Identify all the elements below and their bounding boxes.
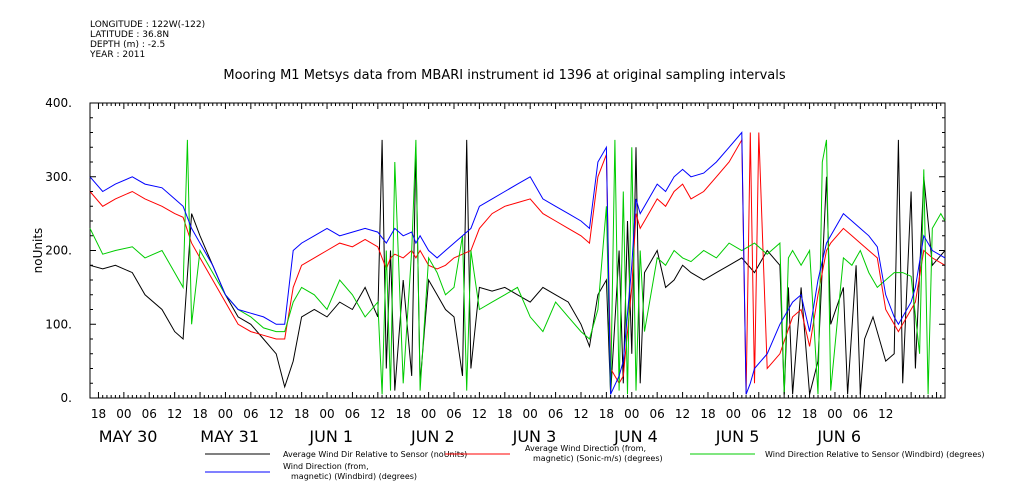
legend-label-3: Wind Direction Relative to Sensor (Windb… <box>765 450 985 459</box>
x-tick-label: 18 <box>497 407 512 421</box>
x-day-label: MAY 30 <box>99 427 158 446</box>
y-tick-label: 200. <box>45 244 72 258</box>
x-tick-label: 06 <box>650 407 665 421</box>
x-tick-label: 06 <box>345 407 360 421</box>
x-tick-label: 00 <box>827 407 842 421</box>
x-tick-label: 00 <box>523 407 538 421</box>
legend-label-1: Average Wind Dir Relative to Sensor (noU… <box>283 450 467 459</box>
x-day-label: MAY 31 <box>200 427 259 446</box>
x-tick-label: 06 <box>853 407 868 421</box>
plot-area <box>89 102 946 399</box>
x-tick-label: 18 <box>396 407 411 421</box>
x-tick-label: 18 <box>294 407 309 421</box>
meta-year: YEAR : 2011 <box>90 50 146 60</box>
series-layer <box>89 131 946 395</box>
x-tick-label: 18 <box>599 407 614 421</box>
x-day-label: JUN 5 <box>715 427 760 446</box>
x-tick-label: 00 <box>726 407 741 421</box>
x-day-label: JUN 6 <box>816 427 861 446</box>
meta-longitude: LONGITUDE : 122W(-122) <box>90 20 206 30</box>
series-line-2 <box>89 132 946 395</box>
series-line-4 <box>89 131 946 395</box>
x-tick-label: 12 <box>573 407 588 421</box>
x-tick-label: 12 <box>777 407 792 421</box>
meta-latitude: LATITUDE : 36.8N <box>90 30 170 40</box>
x-tick-label: 12 <box>167 407 182 421</box>
y-tick-label: 400. <box>45 96 72 110</box>
plot-frame <box>89 102 946 399</box>
x-tick-label: 18 <box>802 407 817 421</box>
legend: Average Wind Dir Relative to Sensor (noU… <box>205 444 985 481</box>
meta-depth: DEPTH (m) : -2.5 <box>90 40 166 50</box>
x-tick-label: 18 <box>192 407 207 421</box>
x-tick-label: 00 <box>319 407 334 421</box>
y-tick-label: 100. <box>45 317 72 331</box>
legend-label-2: Average Wind Direction (from, <box>525 444 646 453</box>
x-tick-label: 06 <box>446 407 461 421</box>
y-axis-label: noUnits <box>31 228 45 274</box>
x-tick-label: 12 <box>472 407 487 421</box>
x-tick-label: 12 <box>878 407 893 421</box>
x-tick-label: 18 <box>700 407 715 421</box>
x-tick-label: 00 <box>116 407 131 421</box>
x-day-label: JUN 3 <box>512 427 557 446</box>
x-tick-label: 06 <box>243 407 258 421</box>
x-day-label: JUN 2 <box>410 427 455 446</box>
x-tick-label: 12 <box>269 407 284 421</box>
series-line-1 <box>89 139 946 395</box>
x-tick-label: 00 <box>218 407 233 421</box>
x-tick-label: 06 <box>142 407 157 421</box>
y-tick-label: 0. <box>61 391 72 405</box>
x-tick-label: 00 <box>624 407 639 421</box>
x-tick-label: 06 <box>751 407 766 421</box>
x-tick-label: 12 <box>675 407 690 421</box>
x-day-label: JUN 1 <box>308 427 353 446</box>
chart-title: Mooring M1 Metsys data from MBARI instru… <box>223 68 786 83</box>
legend-label-4: Wind Direction (from, <box>283 462 369 471</box>
x-tick-label: 18 <box>91 407 106 421</box>
legend-label-2-line2: magnetic) (Sonic-m/s) (degrees) <box>533 454 663 463</box>
axes-layer: 0. 100. 200. 300. 400. 18 00 06 12 18 00 06 12 18 00 06… <box>31 96 946 446</box>
legend-label-4-line2: magnetic) (Windbird) (degrees) <box>291 472 417 481</box>
y-tick-label: 300. <box>45 170 72 184</box>
x-day-label: JUN 4 <box>613 427 658 446</box>
series-line-3 <box>89 139 946 395</box>
x-tick-label: 00 <box>421 407 436 421</box>
x-tick-label: 06 <box>548 407 563 421</box>
metadata-block: LONGITUDE : 122W(-122) LATITUDE : 36.8N … <box>90 20 205 60</box>
x-tick-label: 12 <box>370 407 385 421</box>
